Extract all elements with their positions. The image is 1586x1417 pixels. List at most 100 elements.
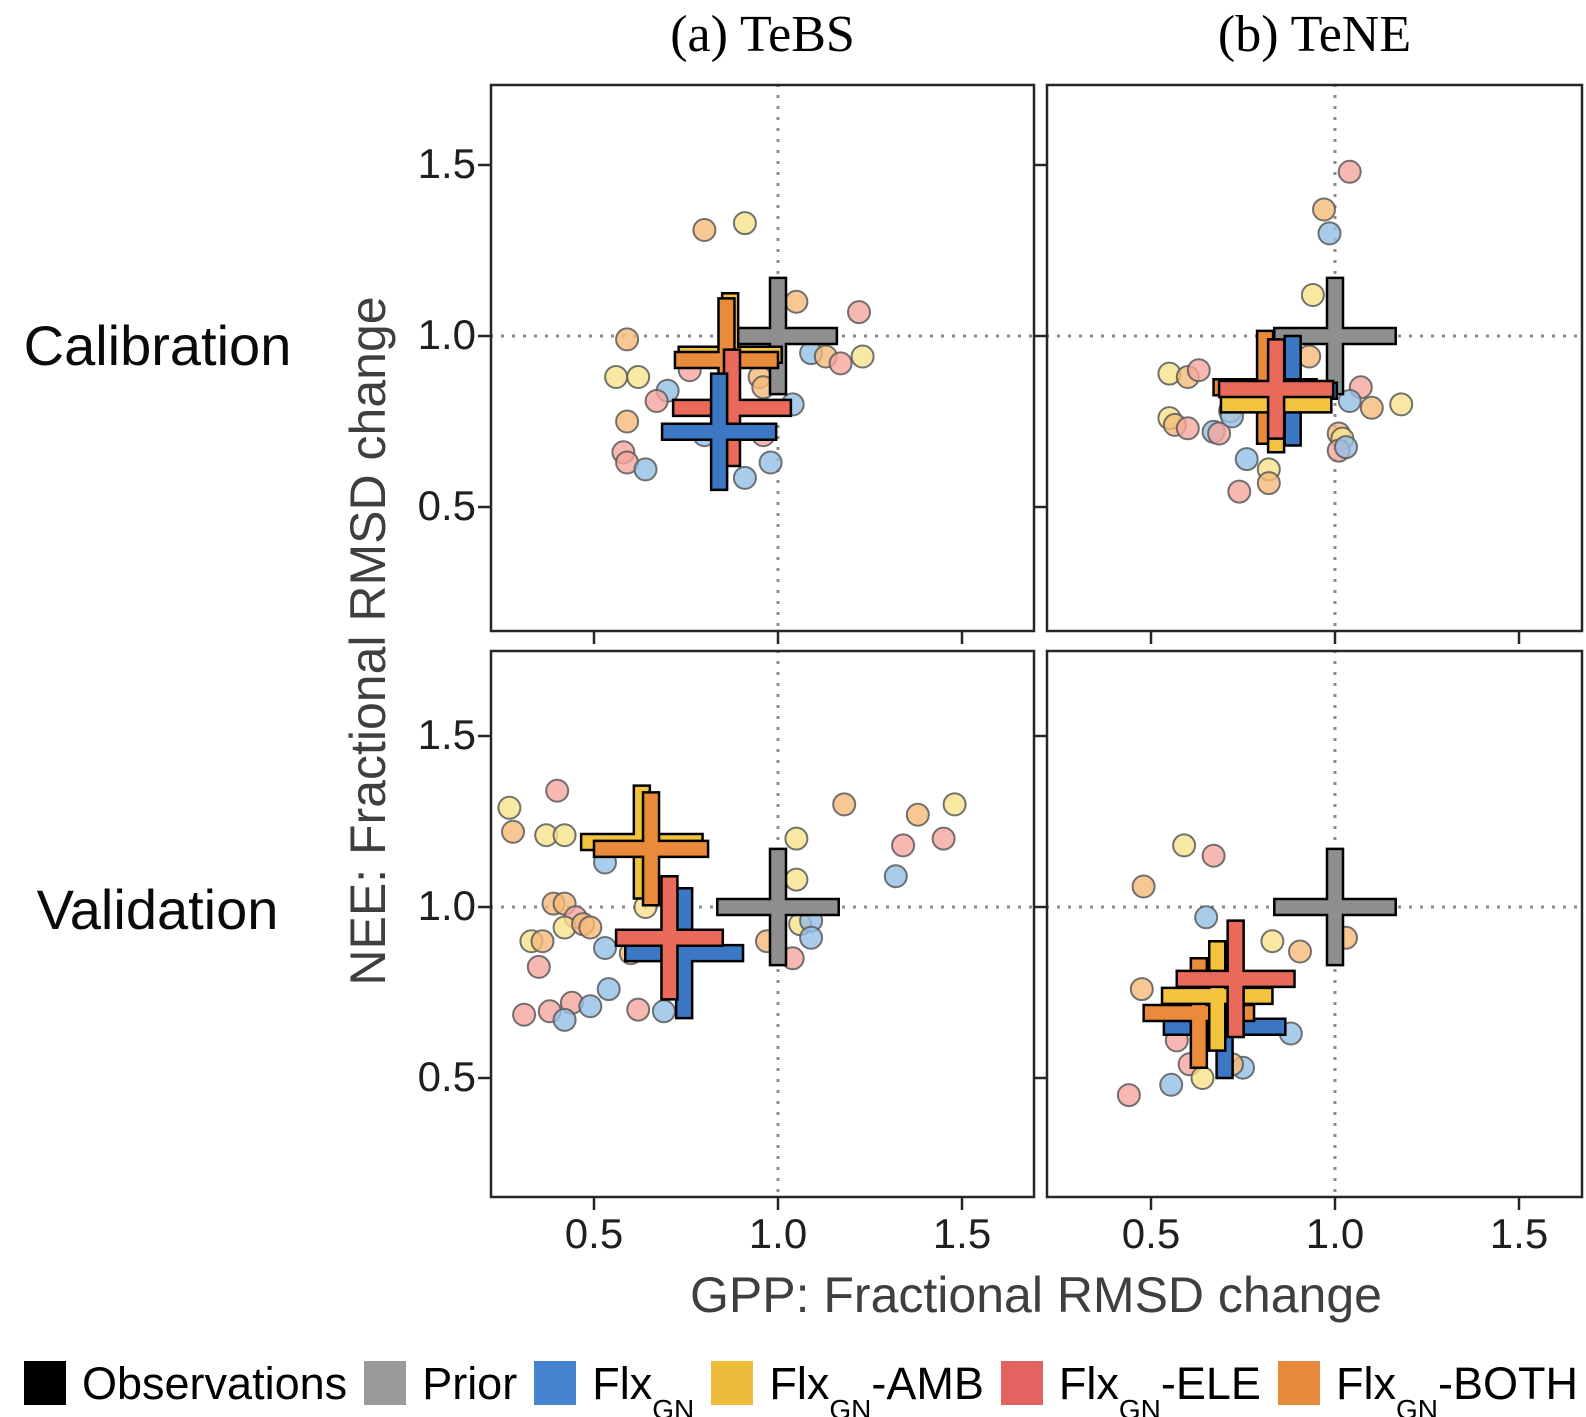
y-tick-label: 1.5: [417, 711, 476, 758]
panel-border: [1045, 649, 1584, 1199]
panel-border: [1045, 83, 1584, 633]
scatter-point-amb: [850, 344, 875, 369]
scatter-point-gn: [883, 864, 908, 889]
mean-cross-gn: [660, 372, 778, 492]
legend-label-flxgn-ele: FlxGN-ELE: [1058, 1357, 1261, 1417]
scatter-point-both: [530, 929, 555, 954]
legend-label-flxgn: FlxGN: [592, 1357, 695, 1417]
scatter-point-ele: [931, 826, 956, 851]
legend-item-flxgn-both: FlxGN-BOTH: [1278, 1357, 1578, 1417]
scatter-point-ele: [644, 389, 669, 413]
legend-label-flxgn-both: FlxGN-BOTH: [1336, 1357, 1578, 1417]
mean-cross-amb: [1160, 939, 1274, 1052]
scatter-point-both: [832, 792, 857, 817]
legend-item-prior: Prior: [364, 1361, 517, 1406]
scatter-point-ele: [1186, 358, 1211, 383]
x-tick-label: 0.5: [564, 1210, 624, 1257]
scatter-point-ele: [1201, 843, 1226, 868]
scatter-point-ele: [1207, 421, 1232, 446]
scatter-point-gn: [593, 936, 617, 960]
scatter-point-ele: [891, 833, 916, 858]
scatter-point-amb: [1172, 833, 1197, 858]
scatter-point-gn: [1337, 389, 1362, 413]
scatter-point-ele: [1116, 1083, 1141, 1108]
legend-swatch-flxgn-ele: [1000, 1361, 1043, 1405]
scatter-point-gn: [633, 457, 658, 482]
panel-border: [489, 83, 1036, 633]
legend-swatch-observations: [24, 1361, 66, 1405]
scatter-point-gn: [1317, 221, 1342, 246]
legend-item-flxgn: FlxGN: [534, 1357, 695, 1417]
scatter-point-both: [784, 289, 809, 314]
scatter-point-both: [615, 409, 640, 434]
x-tick-label: 1.5: [1489, 1210, 1549, 1257]
legend-item-flxgn-amb: FlxGN-AMB: [711, 1357, 984, 1417]
panel-title-a: (a) TeBS: [670, 6, 855, 63]
panel-title-b: (b) TeNE: [1217, 6, 1412, 63]
legend-swatch-prior: [364, 1361, 407, 1405]
y-tick-label: 1.5: [417, 140, 476, 187]
scatter-point-ele: [512, 1002, 537, 1027]
scatter-point-gn: [799, 925, 824, 950]
scatter-point-ele: [545, 778, 570, 803]
legend: Observations Prior FlxGN FlxGN-AMB FlxGN-ELE…: [24, 1352, 1578, 1417]
scatter-point-amb: [497, 795, 522, 820]
scatter-point-amb: [604, 365, 629, 389]
mean-cross-prior: [1273, 847, 1397, 967]
scatter-point-ele: [828, 351, 853, 376]
legend-label-prior: Prior: [422, 1357, 518, 1409]
legend-label-observations: Observations: [82, 1357, 348, 1409]
scatter-point-amb: [784, 867, 809, 892]
scatter-point-ele: [526, 954, 551, 979]
x-tick-label: 1.5: [932, 1210, 992, 1257]
y-tick-label: 1.0: [417, 311, 476, 358]
scatter-point-ele: [1337, 159, 1362, 184]
y-tick-label: 1.0: [417, 882, 476, 929]
panel-validation-tene: [1034, 649, 1584, 1210]
scatter-point-amb: [942, 792, 967, 817]
scatter-point-ele: [847, 300, 871, 325]
scatter-point-both: [905, 802, 930, 827]
legend-swatch-flxgn-amb: [711, 1361, 754, 1405]
legend-item-flxgn-ele: FlxGN-ELE: [1000, 1357, 1261, 1417]
scatter-point-amb: [784, 826, 809, 851]
scatter-point-amb: [732, 211, 757, 236]
scatter-point-amb: [1300, 283, 1325, 307]
row-label-validation: Validation: [36, 878, 279, 941]
scatter-point-gn: [578, 994, 603, 1019]
scatter-point-both: [1288, 939, 1312, 964]
scatter-point-amb: [1389, 392, 1414, 417]
scatter-point-gn: [1334, 435, 1358, 460]
panel-calibration-tene: [1034, 83, 1584, 644]
x-axis-label: GPP: Fractional RMSD change: [690, 1267, 1382, 1323]
scatter-point-gn: [596, 977, 621, 1002]
mean-cross-both: [592, 791, 710, 907]
scatter-point-gn: [1194, 905, 1219, 930]
x-tick-label: 1.0: [1305, 1210, 1365, 1257]
panel-validation-tebs: [478, 649, 1036, 1210]
x-tick-label: 1.0: [748, 1210, 808, 1257]
legend-label-flxgn-amb: FlxGN-AMB: [769, 1357, 984, 1417]
scatter-point-both: [1359, 395, 1384, 420]
mean-cross-prior: [717, 276, 839, 396]
scatter-point-ele: [626, 997, 651, 1022]
scatter-point-amb: [626, 365, 651, 389]
scatter-point-ele: [1227, 479, 1252, 504]
scatter-point-gn: [758, 450, 783, 475]
scatter-point-both: [1256, 471, 1281, 496]
scatter-point-gn: [651, 999, 676, 1024]
scatter-point-both: [1131, 874, 1156, 899]
scatter-point-gn: [1234, 447, 1259, 472]
scatter-point-ele: [1175, 416, 1200, 441]
panel-calibration-tebs: [478, 83, 1036, 644]
scatter-point-amb: [1190, 1066, 1215, 1090]
legend-swatch-flxgn: [534, 1361, 577, 1405]
mean-cross-prior: [1273, 276, 1397, 396]
legend-swatch-flxgn-both: [1278, 1361, 1320, 1405]
mean-cross-ele: [614, 874, 725, 1001]
scatter-point-both: [1129, 977, 1154, 1002]
legend-item-observations: Observations: [24, 1361, 347, 1406]
y-tick-label: 0.5: [417, 1053, 476, 1100]
scatter-point-both: [692, 218, 717, 242]
y-tick-label: 0.5: [417, 482, 476, 529]
